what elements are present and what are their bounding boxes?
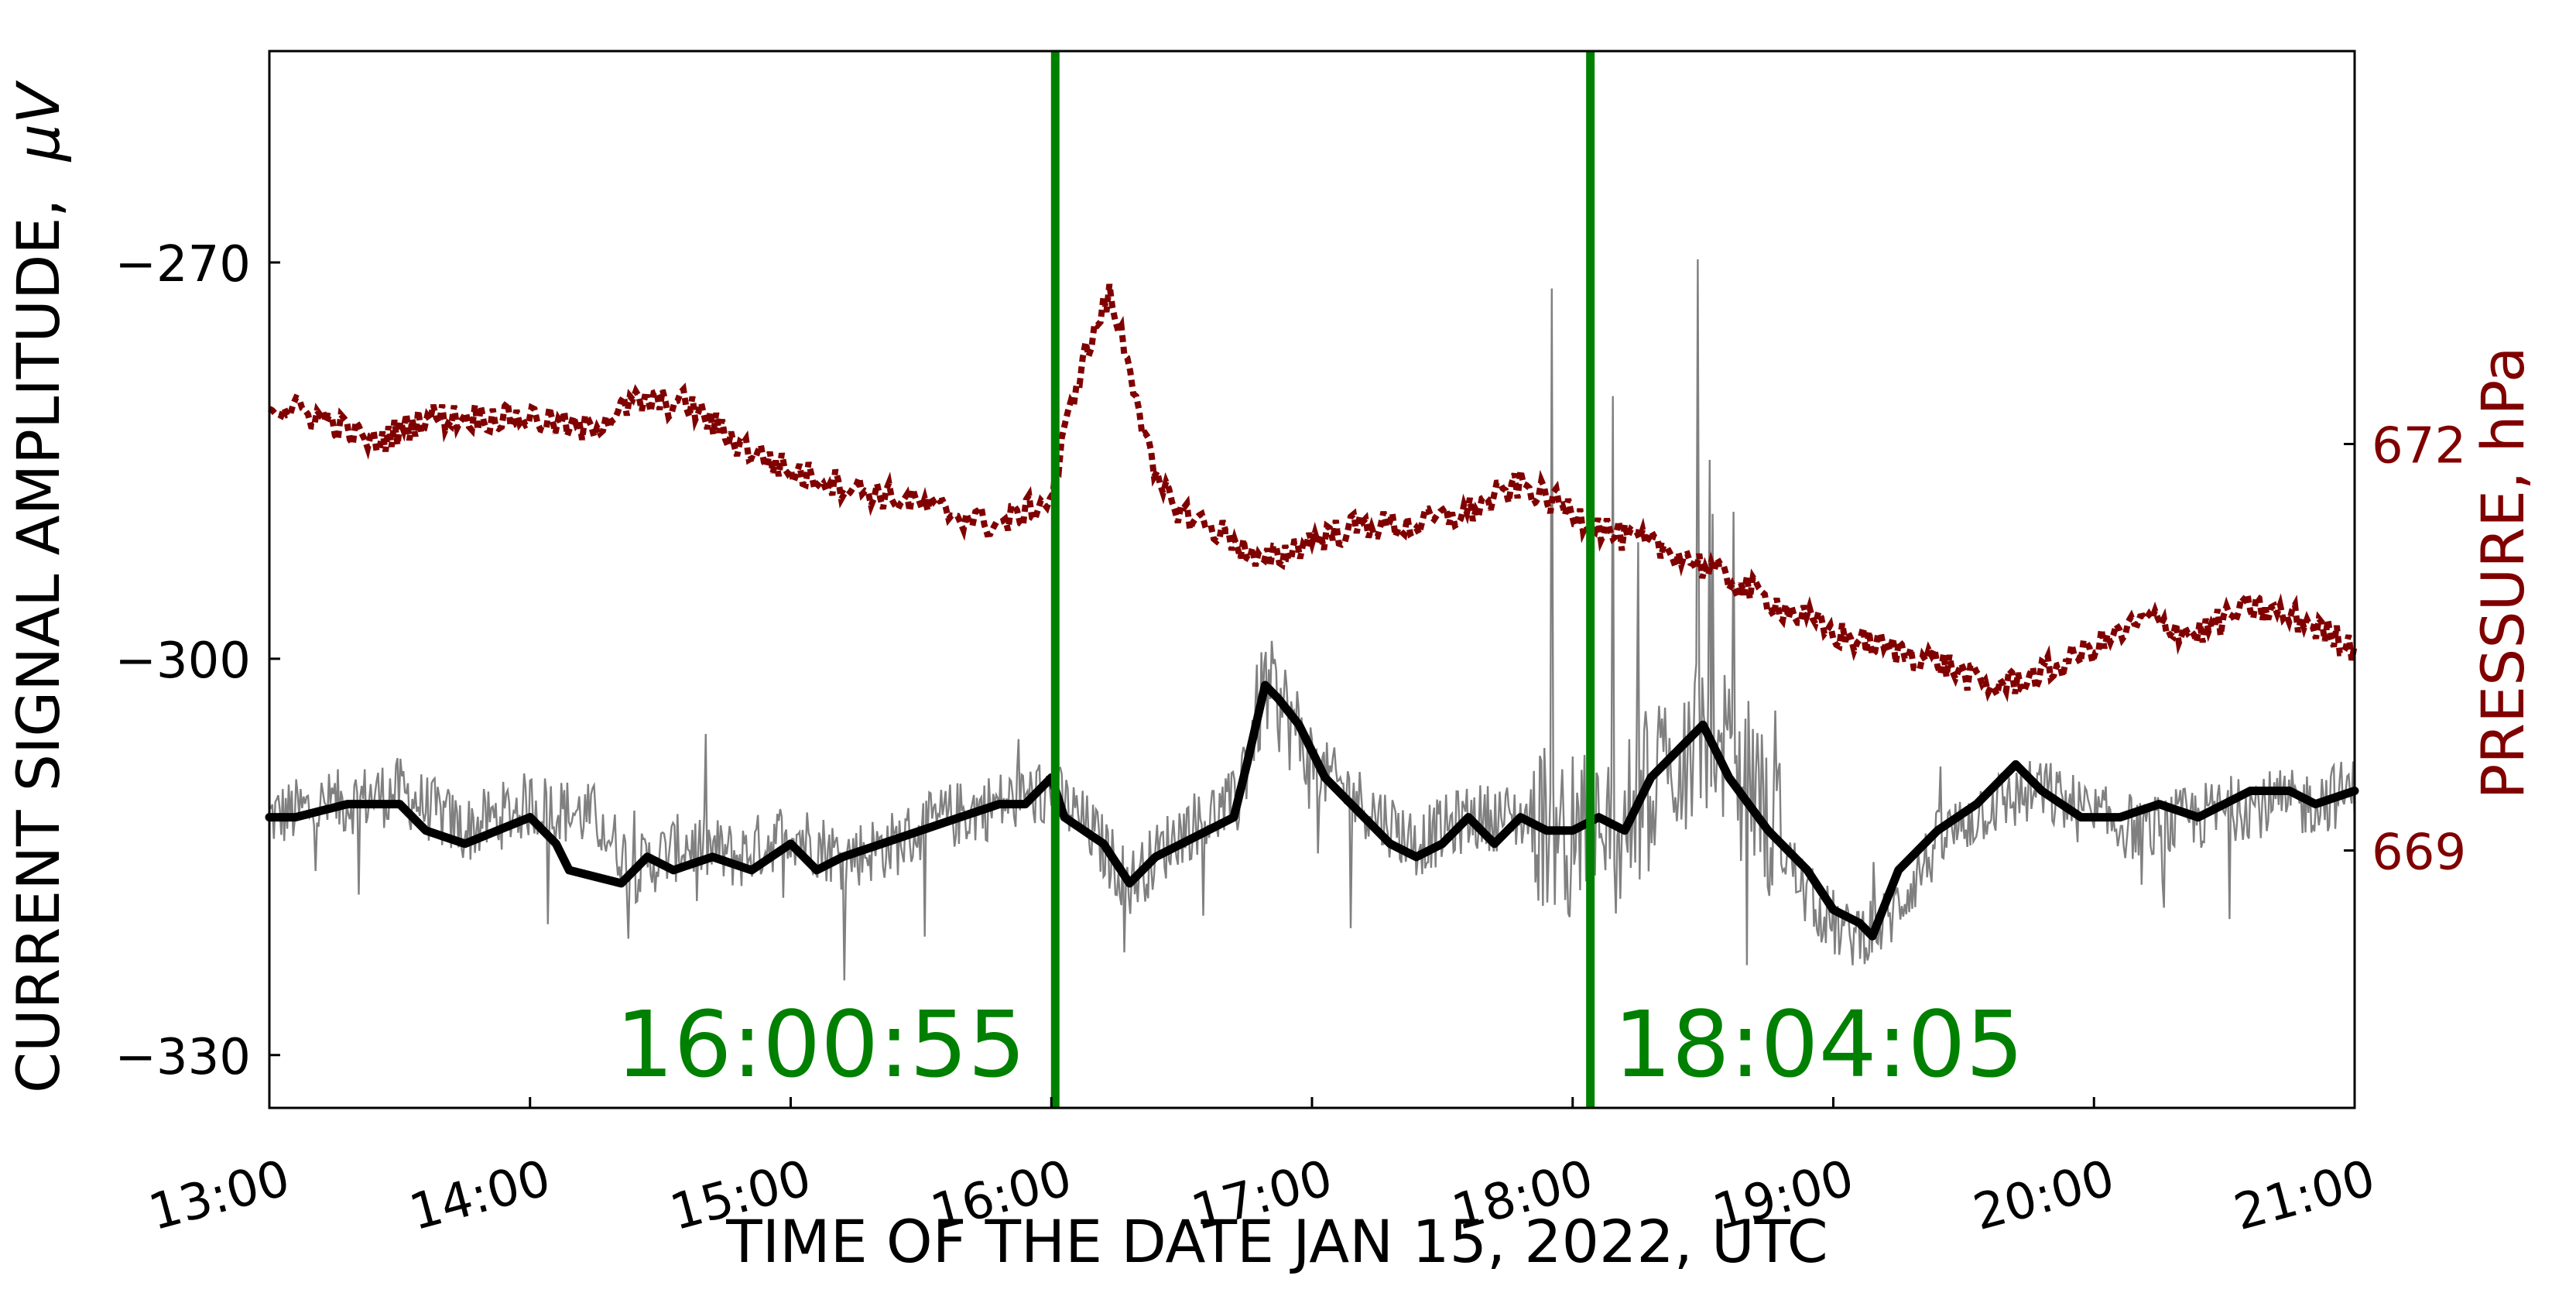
- y-axis-right-label-group: PRESSURE, hPa: [2468, 346, 2537, 799]
- y-left-tick-label: −330: [115, 1029, 251, 1086]
- y-right-tick-label: 669: [2372, 825, 2466, 882]
- y-left-tick-label: −300: [115, 633, 251, 690]
- event-marker-label: 16:00:55: [615, 991, 1026, 1098]
- y-axis-left-label: CURRENT SIGNAL AMPLITUDE, μV: [4, 80, 73, 1093]
- event-marker-label: 18:04:05: [1614, 991, 2024, 1098]
- y-axis-right: 672 669: [2344, 418, 2466, 882]
- raw-signal-line: [269, 259, 2356, 981]
- y-left-tick-label: −270: [115, 236, 251, 293]
- y-axis-left-label-unit: μV: [4, 80, 73, 162]
- plot-area: [265, 51, 2359, 1108]
- y-axis-left-label-text: CURRENT SIGNAL AMPLITUDE,: [4, 198, 73, 1093]
- y-axis-left-label-group: CURRENT SIGNAL AMPLITUDE, μV: [4, 80, 73, 1093]
- pressure-line: [267, 283, 2358, 704]
- x-axis-label: TIME OF THE DATE JAN 15, 2022, UTC: [725, 1207, 1828, 1276]
- plot-frame: [268, 50, 2356, 1109]
- y-axis-right-label: PRESSURE, hPa: [2468, 346, 2537, 799]
- y-right-tick-label: 672: [2372, 418, 2466, 475]
- marker-labels: 16:00:55 18:04:05: [615, 991, 2023, 1098]
- smoothed-signal-line: [265, 681, 2359, 941]
- y-axis-left: −270 −300 −330: [115, 236, 280, 1086]
